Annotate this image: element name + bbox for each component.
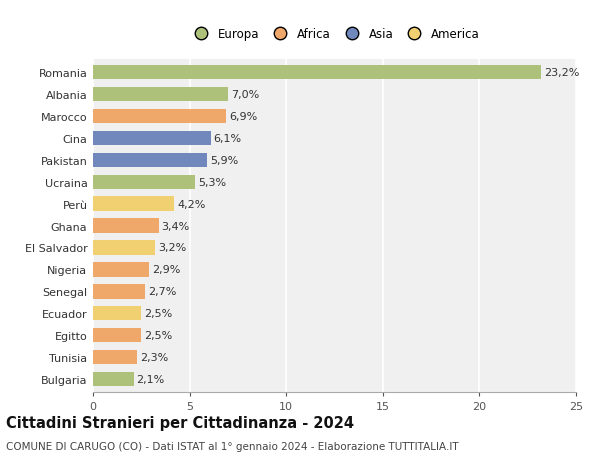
Bar xyxy=(93,110,226,124)
Bar xyxy=(93,175,196,190)
Bar xyxy=(93,197,174,211)
Text: 6,9%: 6,9% xyxy=(229,112,257,122)
Text: 3,2%: 3,2% xyxy=(158,243,186,253)
Text: 23,2%: 23,2% xyxy=(544,68,580,78)
Text: 2,3%: 2,3% xyxy=(140,353,169,363)
Bar xyxy=(93,285,145,299)
Bar xyxy=(93,131,211,146)
Text: 2,9%: 2,9% xyxy=(152,265,181,275)
Text: 3,4%: 3,4% xyxy=(161,221,190,231)
Bar xyxy=(93,66,541,80)
Legend: Europa, Africa, Asia, America: Europa, Africa, Asia, America xyxy=(187,26,482,43)
Bar xyxy=(93,241,155,255)
Bar xyxy=(93,219,158,233)
Bar xyxy=(93,88,228,102)
Bar xyxy=(93,350,137,364)
Text: 4,2%: 4,2% xyxy=(177,199,205,209)
Text: COMUNE DI CARUGO (CO) - Dati ISTAT al 1° gennaio 2024 - Elaborazione TUTTITALIA.: COMUNE DI CARUGO (CO) - Dati ISTAT al 1°… xyxy=(6,441,458,451)
Text: 2,5%: 2,5% xyxy=(144,330,172,341)
Text: Cittadini Stranieri per Cittadinanza - 2024: Cittadini Stranieri per Cittadinanza - 2… xyxy=(6,415,354,431)
Text: 5,3%: 5,3% xyxy=(198,177,226,187)
Bar xyxy=(93,307,142,321)
Text: 7,0%: 7,0% xyxy=(231,90,259,100)
Text: 2,1%: 2,1% xyxy=(136,375,165,384)
Bar xyxy=(93,153,207,168)
Text: 2,7%: 2,7% xyxy=(148,287,176,297)
Bar xyxy=(93,372,134,386)
Bar xyxy=(93,263,149,277)
Text: 6,1%: 6,1% xyxy=(214,134,242,144)
Text: 5,9%: 5,9% xyxy=(210,156,238,165)
Bar xyxy=(93,328,142,342)
Text: 2,5%: 2,5% xyxy=(144,308,172,319)
